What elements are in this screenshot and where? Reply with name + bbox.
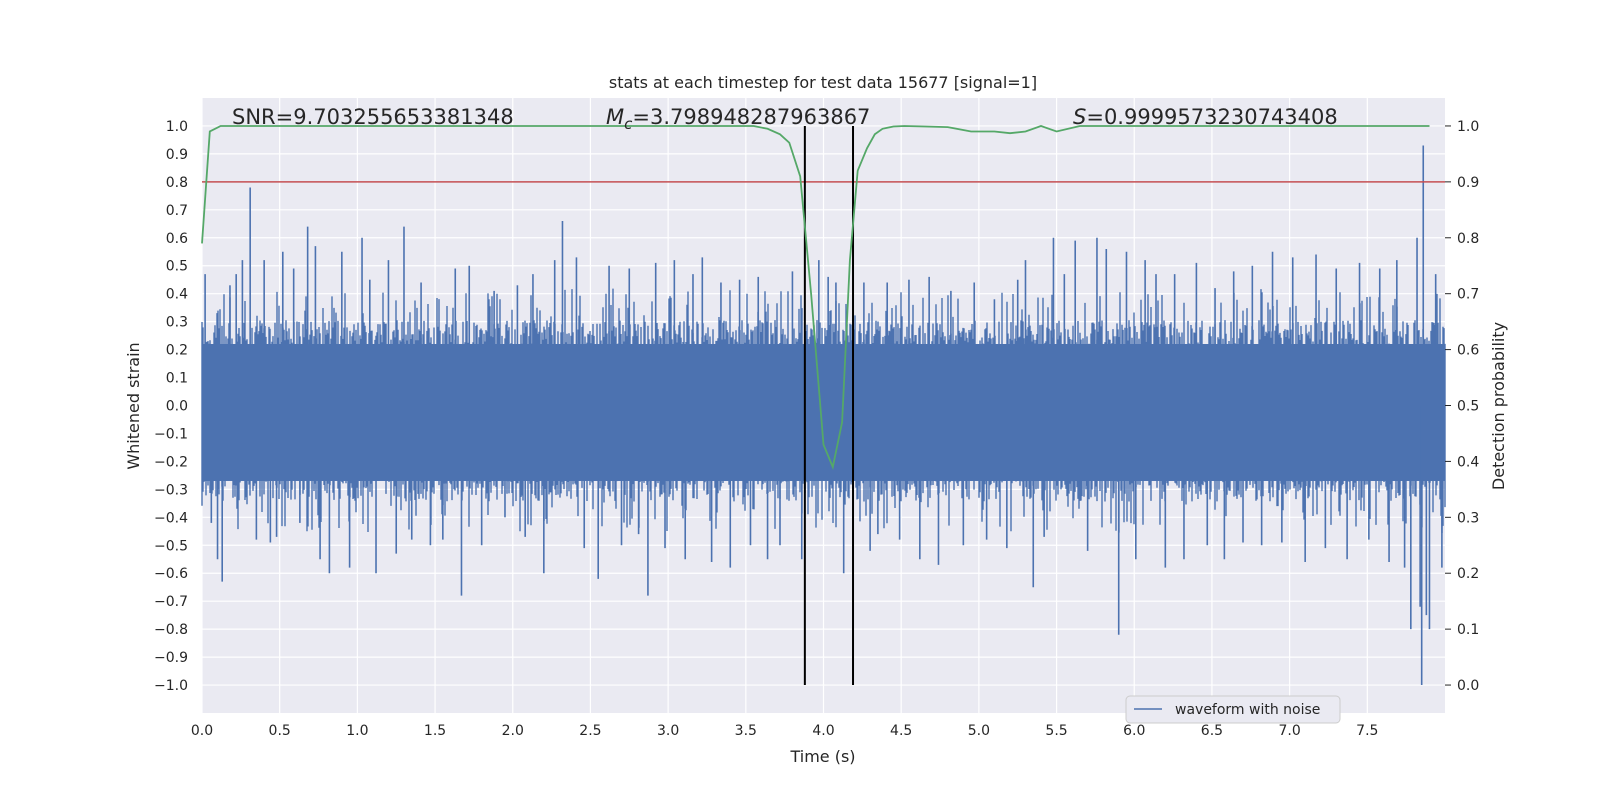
snr-value: 9.703255653381348: [293, 105, 513, 129]
x-tick-label: 2.5: [579, 723, 601, 739]
y2-tick-label: 0.1: [1457, 622, 1479, 638]
s-symbol: S: [1073, 105, 1086, 129]
y-tick-label: −0.5: [154, 538, 188, 554]
x-tick-label: 7.0: [1278, 723, 1300, 739]
y2-tick-label: 0.0: [1457, 678, 1479, 694]
y-tick-label: 0.1: [166, 371, 188, 387]
y2-tick-label: 0.8: [1457, 231, 1479, 247]
y-tick-label: 0.8: [166, 175, 188, 191]
y2-tick-label: 0.9: [1457, 175, 1479, 191]
snr-prefix: SNR=: [232, 105, 293, 129]
mc-symbol: M: [606, 105, 624, 129]
x-tick-label: 2.0: [502, 723, 524, 739]
chirp-mass-annotation: Mc=3.798948287963867: [606, 105, 870, 133]
x-tick-label: 0.0: [191, 723, 213, 739]
y-tick-label: 1.0: [166, 119, 188, 135]
x-axis-label: Time (s): [789, 747, 855, 766]
y2-tick-labels: 1.0 0.9 0.8 0.7 0.6 0.5 0.4 0.3 0.2 0.1 0.0: [1445, 119, 1479, 694]
y-tick-label: 0.7: [166, 203, 188, 219]
y2-tick-label: 1.0: [1457, 119, 1479, 135]
probability-line: [201, 125, 1430, 471]
mc-subscript: c: [624, 115, 633, 133]
legend-box: [1125, 695, 1341, 724]
x-tick-labels: 0.0 0.5 1.0 1.5 2.0 2.5 3.0 3.5 4.0 4.5 5.0 5.5 6.0 6…: [191, 723, 1379, 739]
y-tick-label: 0.0: [166, 399, 188, 415]
waveform-series: [201, 145, 1446, 686]
y-tick-label: 0.2: [166, 343, 188, 359]
chart-title: stats at each timestep for test data 156…: [609, 73, 1037, 92]
x-tick-label: 3.0: [657, 723, 679, 739]
x-tick-label: 1.5: [424, 723, 446, 739]
x-tick-label: 5.5: [1045, 723, 1067, 739]
y-tick-label: −0.2: [154, 454, 188, 470]
y-tick-labels: 1.0 0.9 0.8 0.7 0.6 0.5 0.4 0.3 0.2 0.1 0.0 −0.1 −0.…: [154, 119, 188, 694]
y-tick-label: −0.6: [154, 566, 188, 582]
x-tick-label: 7.5: [1356, 723, 1378, 739]
y-tick-label: 0.9: [166, 147, 188, 163]
y2-tick-label: 0.7: [1457, 287, 1479, 303]
overlay-lines: [201, 125, 1445, 686]
y2-axis-label: Detection probability: [1489, 322, 1508, 490]
y-tick-label: −1.0: [154, 678, 188, 694]
waveform-core: [202, 344, 1445, 481]
s-value: =0.9999573230743408: [1086, 105, 1337, 129]
x-tick-label: 1.0: [346, 723, 368, 739]
y-tick-label: −0.4: [154, 510, 188, 526]
snr-annotation: SNR=9.703255653381348: [232, 105, 514, 129]
y2-tick-label: 0.6: [1457, 343, 1479, 359]
x-tick-label: 6.5: [1201, 723, 1223, 739]
y2-tick-label: 0.5: [1457, 399, 1479, 415]
y-tick-label: 0.6: [166, 231, 188, 247]
x-tick-label: 3.5: [735, 723, 757, 739]
y-tick-label: −0.1: [154, 426, 188, 442]
y-tick-label: 0.3: [166, 315, 188, 331]
y-tick-label: 0.5: [166, 259, 188, 275]
y-tick-label: −0.7: [154, 594, 188, 610]
x-tick-label: 4.5: [890, 723, 912, 739]
mc-value: =3.798948287963867: [632, 105, 870, 129]
y2-tick-label: 0.3: [1457, 510, 1479, 526]
legend-label: waveform with noise: [1175, 702, 1320, 718]
score-annotation: S=0.9999573230743408: [1073, 105, 1338, 129]
legend: waveform with noise: [1125, 695, 1341, 724]
x-tick-label: 4.0: [812, 723, 834, 739]
y-tick-label: −0.8: [154, 622, 188, 638]
y2-tick-label: 0.4: [1457, 454, 1479, 470]
x-tick-label: 5.0: [968, 723, 990, 739]
x-tick-label: 6.0: [1123, 723, 1145, 739]
x-tick-label: 0.5: [269, 723, 291, 739]
y-tick-label: 0.4: [166, 287, 188, 303]
y-axis-label: Whitened strain: [124, 342, 143, 469]
y-tick-label: −0.9: [154, 650, 188, 666]
y2-tick-label: 0.2: [1457, 566, 1479, 582]
y-tick-label: −0.3: [154, 482, 188, 498]
